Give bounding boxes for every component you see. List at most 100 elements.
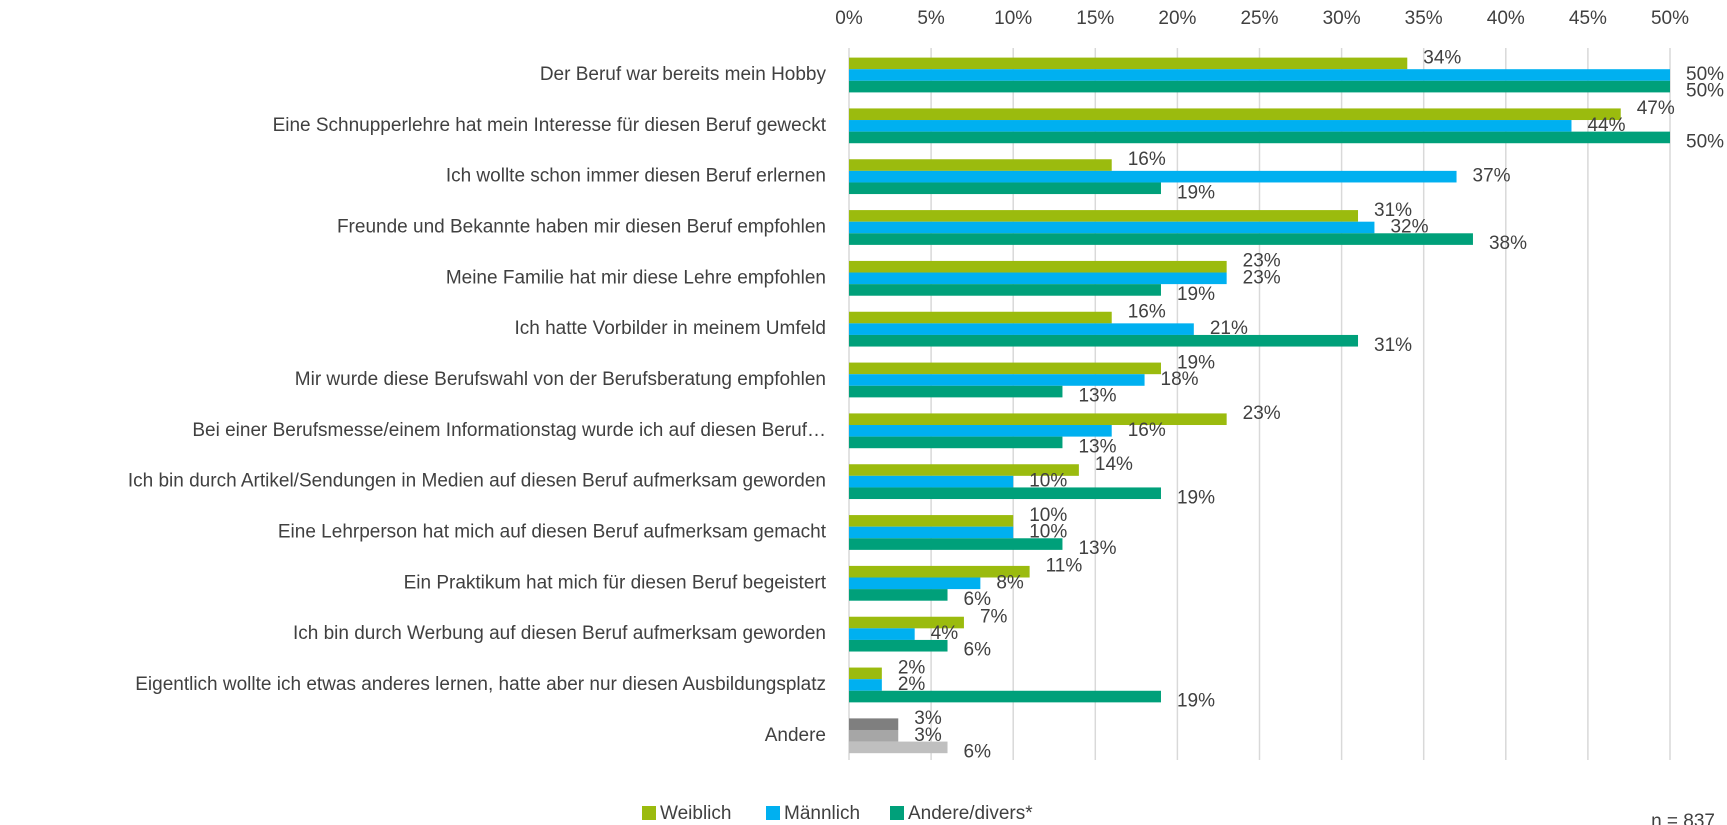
bar	[849, 221, 1375, 234]
data-label: 38%	[1489, 233, 1527, 254]
legend-swatch	[766, 806, 780, 820]
data-label: 6%	[964, 640, 992, 661]
category-label: Bei einer Berufsmesse/einem Informations…	[192, 420, 826, 441]
category-label: Eine Schnupperlehre hat mein Interesse f…	[273, 115, 827, 136]
data-label: 2%	[898, 657, 926, 678]
category-label: Eigentlich wollte ich etwas anderes lern…	[135, 674, 826, 695]
bar	[849, 487, 1161, 500]
bar	[849, 120, 1572, 132]
category-label: Ich bin durch Artikel/Sendungen in Medie…	[128, 471, 826, 492]
category-label: Ich wollte schon immer diesen Beruf erle…	[446, 166, 826, 187]
x-tick-label: 45%	[1569, 8, 1607, 29]
data-label: 47%	[1637, 98, 1675, 119]
bar	[849, 170, 1457, 183]
data-label: 32%	[1390, 217, 1428, 238]
data-label: 37%	[1473, 166, 1511, 187]
bar	[849, 413, 1227, 426]
data-label: 19%	[1177, 352, 1215, 373]
bar	[849, 182, 1161, 195]
bar	[849, 538, 1063, 550]
category-label: Eine Lehrperson hat mich auf diesen Beru…	[278, 521, 827, 542]
x-tick-label: 35%	[1405, 8, 1443, 29]
bar	[849, 233, 1473, 245]
data-label: 10%	[1029, 471, 1067, 492]
data-label: 4%	[931, 623, 959, 644]
bar	[849, 679, 882, 691]
data-label: 3%	[914, 708, 942, 729]
data-label: 13%	[1078, 436, 1116, 457]
data-label: 50%	[1686, 131, 1724, 152]
bar	[849, 718, 899, 730]
bar	[849, 464, 1079, 476]
x-tick-label: 50%	[1651, 8, 1689, 29]
bar	[849, 628, 915, 640]
data-label: 23%	[1243, 251, 1281, 272]
bar	[849, 475, 1014, 488]
bar	[849, 108, 1621, 121]
bar	[849, 526, 1014, 539]
bar	[849, 323, 1194, 335]
category-label: Andere	[765, 725, 826, 746]
data-label: 19%	[1177, 182, 1215, 203]
bar	[849, 362, 1161, 375]
bar	[849, 210, 1359, 222]
data-label: 19%	[1177, 284, 1215, 305]
bar	[849, 272, 1227, 285]
data-label: 23%	[1243, 267, 1281, 288]
data-label: 31%	[1374, 200, 1412, 221]
legend-label: Andere/divers*	[908, 803, 1033, 824]
data-label: 21%	[1210, 318, 1248, 339]
bar	[849, 80, 1670, 93]
bar	[849, 311, 1112, 324]
data-label: 6%	[964, 589, 992, 610]
legend-label: Männlich	[784, 803, 860, 824]
x-tick-label: 20%	[1158, 8, 1196, 29]
bar	[849, 131, 1670, 144]
category-label: Der Beruf war bereits mein Hobby	[540, 64, 827, 85]
data-label: 3%	[914, 725, 942, 746]
data-label: 13%	[1078, 386, 1116, 407]
bar	[849, 515, 1014, 527]
bar	[849, 436, 1063, 449]
category-label: Ich bin durch Werbung auf diesen Beruf a…	[293, 623, 826, 644]
x-tick-label: 30%	[1323, 8, 1361, 29]
bar	[849, 57, 1408, 70]
x-tick-label: 15%	[1076, 8, 1114, 29]
bar	[849, 565, 1030, 578]
category-label: Freunde und Bekannte haben mir diesen Be…	[337, 217, 826, 238]
bar	[849, 577, 981, 590]
bar	[849, 334, 1359, 347]
category-label: Ein Praktikum hat mich für diesen Beruf …	[404, 572, 827, 593]
note: n = 837	[1651, 811, 1715, 825]
bar	[849, 159, 1112, 171]
legend-label: Weiblich	[660, 803, 731, 824]
data-label: 50%	[1686, 81, 1724, 102]
x-tick-label: 0%	[835, 8, 863, 29]
x-tick-label: 25%	[1240, 8, 1278, 29]
legend-swatch	[642, 806, 656, 820]
data-label: 11%	[1046, 556, 1083, 577]
data-label: 13%	[1078, 538, 1116, 559]
bar	[849, 374, 1145, 386]
bar	[849, 741, 948, 754]
data-label: 31%	[1374, 335, 1412, 356]
data-label: 14%	[1095, 454, 1133, 475]
data-label: 50%	[1686, 64, 1724, 85]
data-label: 34%	[1423, 47, 1461, 68]
data-label: 10%	[1029, 521, 1067, 542]
data-label: 10%	[1029, 505, 1067, 526]
data-label: 6%	[964, 741, 992, 762]
data-label: 16%	[1128, 302, 1166, 323]
data-label: 16%	[1128, 149, 1166, 170]
category-label: Mir wurde diese Berufswahl von der Beruf…	[295, 369, 826, 390]
bar	[849, 284, 1161, 296]
x-tick-label: 40%	[1487, 8, 1525, 29]
data-label: 44%	[1587, 115, 1625, 136]
bar	[849, 385, 1063, 398]
legend-swatch	[890, 806, 904, 820]
data-label: 7%	[980, 607, 1008, 628]
data-label: 18%	[1161, 369, 1199, 390]
bar	[849, 616, 964, 629]
bar	[849, 260, 1227, 273]
bar	[849, 690, 1161, 703]
